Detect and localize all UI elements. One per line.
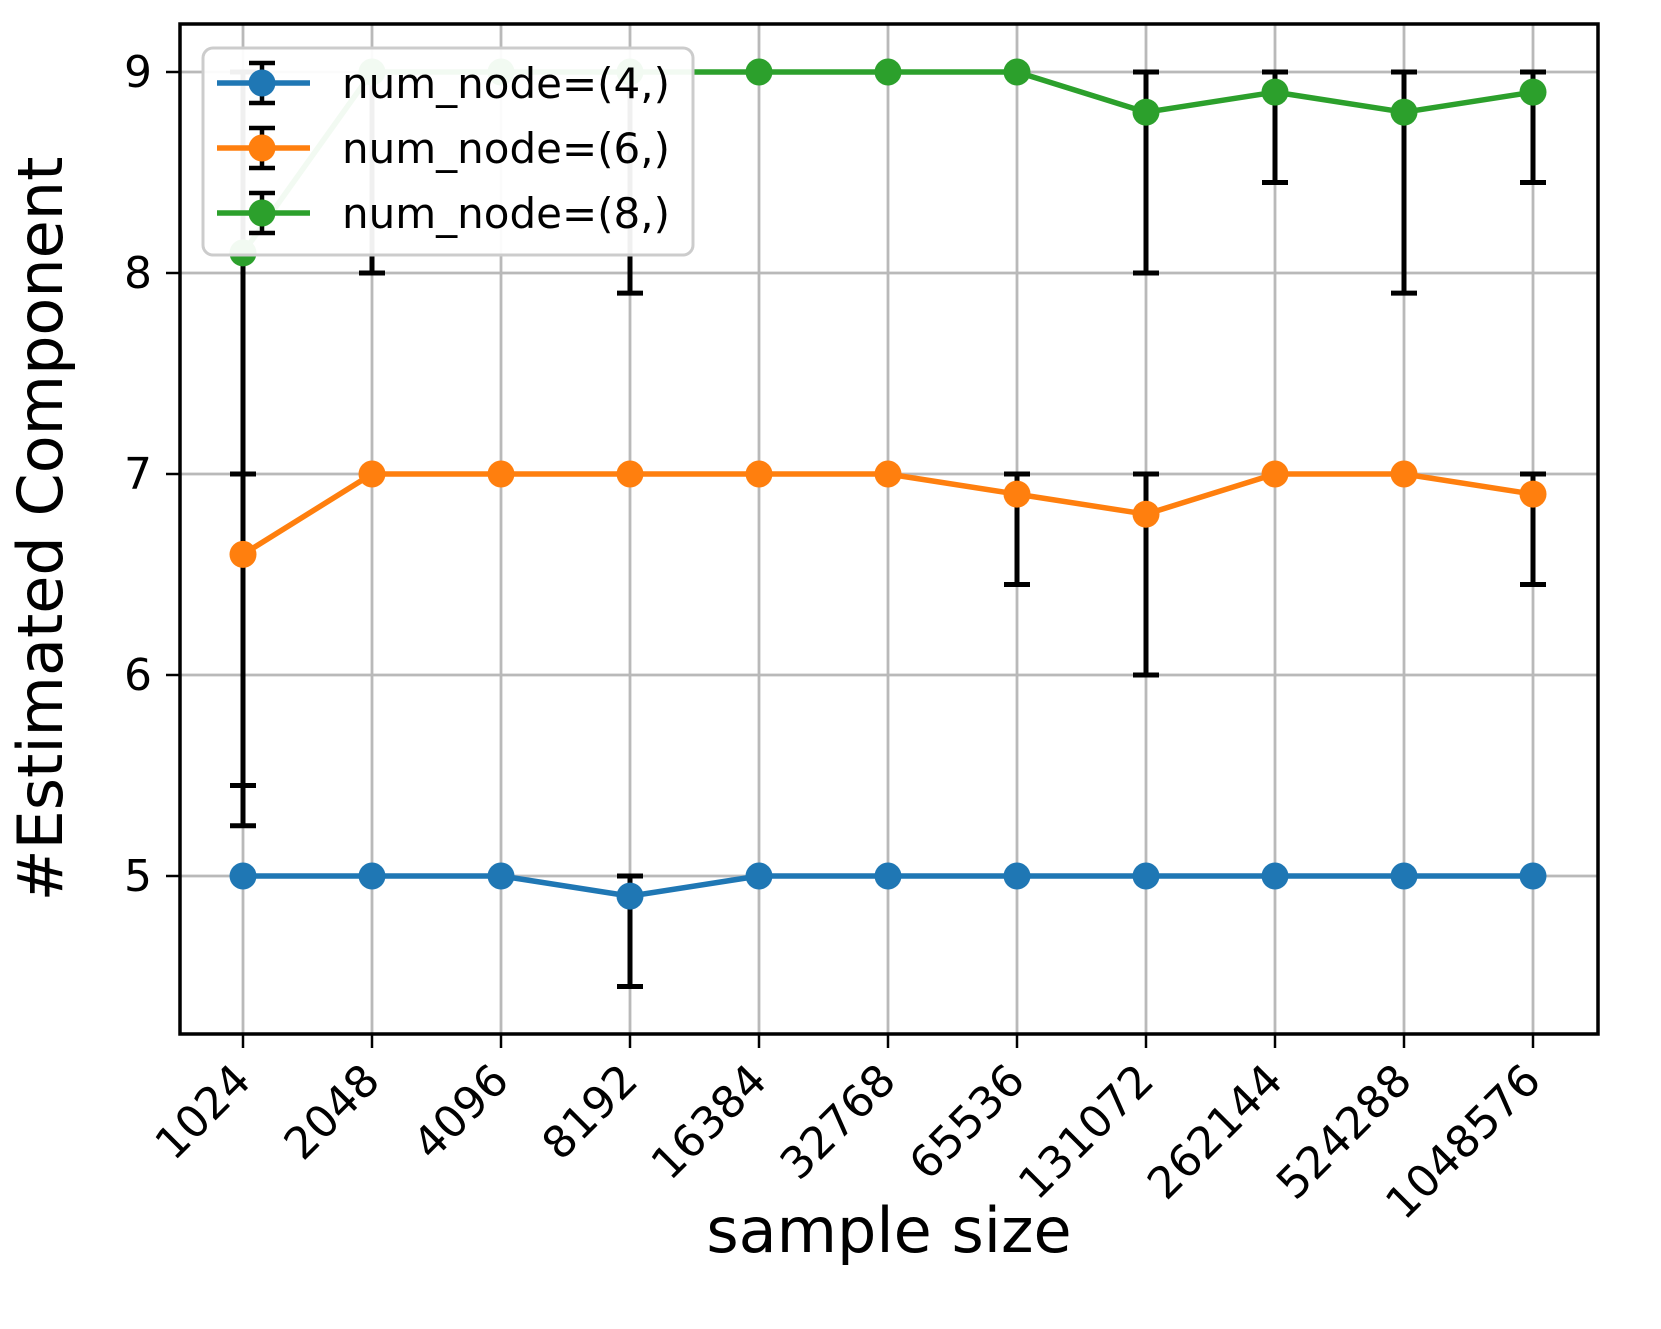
data-point-0	[487, 862, 515, 890]
data-point-2	[1519, 78, 1547, 106]
data-point-2	[745, 58, 773, 86]
legend-marker-icon	[248, 69, 276, 97]
legend-marker-icon	[248, 199, 276, 227]
data-point-0	[229, 862, 257, 890]
legend-item-2: num_node=(8,)	[217, 189, 670, 238]
data-point-0	[1132, 862, 1160, 890]
y-tick-labels-layer: 5 6 7 8 9	[124, 47, 152, 902]
y-tick-label: 8	[124, 248, 152, 299]
data-point-1	[874, 460, 902, 488]
data-point-0	[1519, 862, 1547, 890]
data-point-1	[229, 540, 257, 568]
data-point-0	[1003, 862, 1031, 890]
legend-item-0: num_node=(4,)	[217, 59, 670, 108]
x-tick-label: 8192	[533, 1055, 648, 1170]
legend-label: num_node=(8,)	[342, 189, 670, 238]
data-point-1	[358, 460, 386, 488]
x-tick-label: 16384	[642, 1055, 777, 1190]
data-point-0	[358, 862, 386, 890]
x-axis-label: sample size	[706, 1194, 1071, 1267]
legend-item-1: num_node=(6,)	[217, 124, 670, 173]
x-tick-label: 262144	[1138, 1055, 1293, 1210]
legend-label: num_node=(6,)	[342, 124, 670, 173]
data-point-1	[487, 460, 515, 488]
axis-ticks-layer	[166, 70, 1535, 1048]
y-tick-label: 6	[124, 650, 152, 701]
data-point-1	[1390, 460, 1418, 488]
data-point-1	[1261, 460, 1289, 488]
y-tick-label: 9	[124, 47, 152, 98]
data-point-1	[745, 460, 773, 488]
data-point-0	[1261, 862, 1289, 890]
x-tick-label: 32768	[771, 1055, 906, 1190]
data-point-2	[1003, 58, 1031, 86]
x-tick-label: 131072	[1009, 1055, 1164, 1210]
data-point-0	[874, 862, 902, 890]
x-tick-label: 2048	[275, 1055, 390, 1170]
legend-label: num_node=(4,)	[342, 59, 670, 108]
data-point-2	[1261, 78, 1289, 106]
y-tick-label: 5	[124, 851, 152, 902]
data-point-0	[616, 882, 644, 910]
data-point-0	[745, 862, 773, 890]
x-tick-label: 4096	[404, 1055, 519, 1170]
data-point-0	[1390, 862, 1418, 890]
data-point-1	[1132, 500, 1160, 528]
data-point-1	[1003, 480, 1031, 508]
y-tick-label: 7	[124, 449, 152, 500]
x-tick-label: 1024	[146, 1055, 261, 1170]
data-point-1	[616, 460, 644, 488]
legend-box	[201, 46, 695, 257]
legend-marker-icon	[248, 134, 276, 162]
data-point-2	[874, 58, 902, 86]
data-point-2	[1390, 98, 1418, 126]
data-point-2	[1132, 98, 1160, 126]
legend: num_node=(4,) num_node=(6,) num_node=(8,…	[201, 46, 695, 257]
data-point-1	[1519, 480, 1547, 508]
y-axis-label: #Estimated Component	[4, 157, 77, 902]
